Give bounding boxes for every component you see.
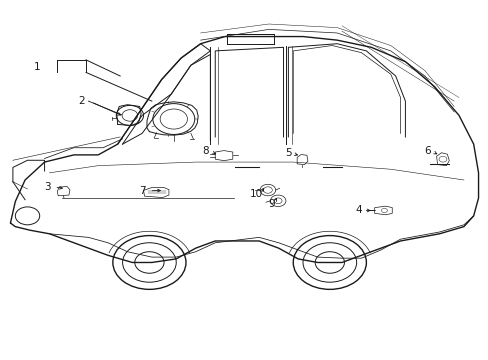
Text: 2: 2 (78, 96, 84, 106)
Text: 9: 9 (267, 199, 274, 210)
Text: 4: 4 (355, 206, 362, 216)
Text: 7: 7 (139, 186, 145, 196)
Text: 8: 8 (202, 146, 208, 156)
Text: 10: 10 (250, 189, 263, 199)
Text: 1: 1 (34, 62, 41, 72)
Text: 6: 6 (423, 146, 430, 156)
Text: 5: 5 (285, 148, 291, 158)
Text: 3: 3 (43, 182, 50, 192)
